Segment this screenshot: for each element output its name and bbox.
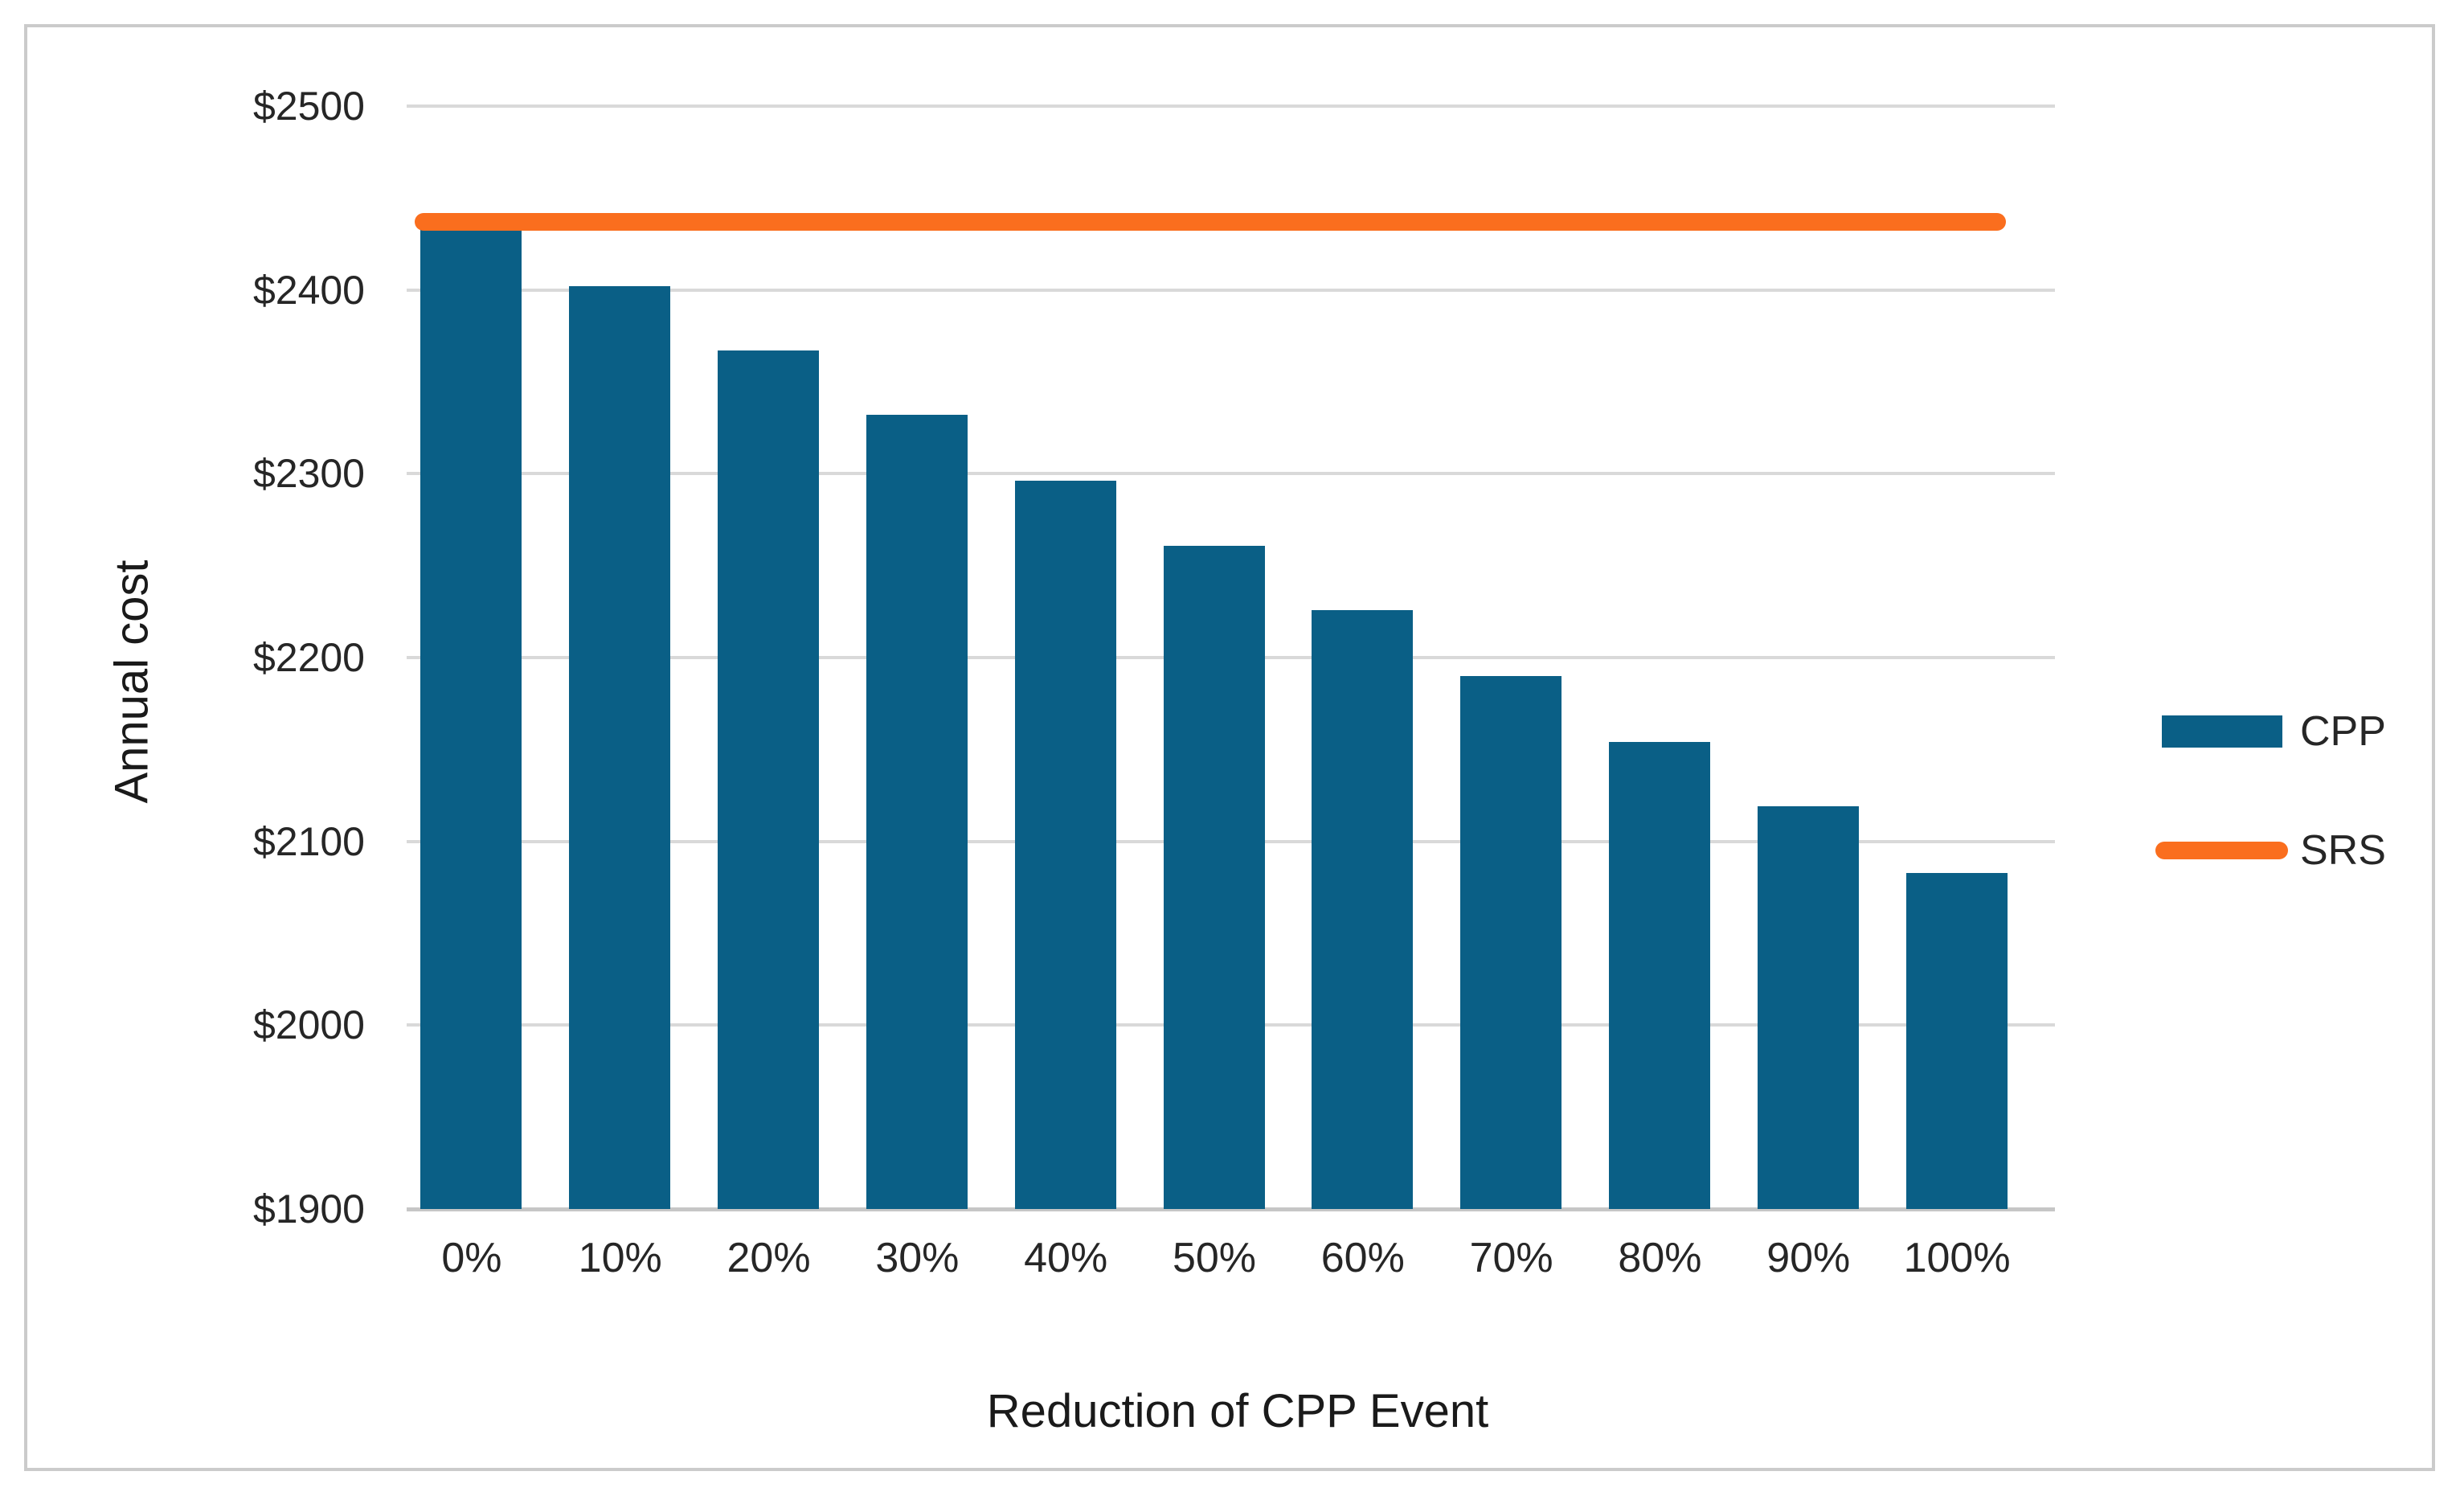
srs-line-series [415, 213, 2006, 232]
x-tick-label-100%: 100% [1903, 1235, 2011, 1281]
y-tick-label-$2200: $2200 [252, 635, 365, 680]
bar-0% [420, 223, 522, 1209]
legend-item-cpp: CPP [2162, 707, 2386, 756]
bar-10% [569, 286, 671, 1209]
x-tick-label-60%: 60% [1320, 1235, 1405, 1281]
x-axis-title: Reduction of CPP Event [986, 1385, 1489, 1437]
gridline-$2400 [407, 288, 2055, 292]
x-tick-label-20%: 20% [727, 1235, 811, 1281]
bar-70% [1460, 675, 1562, 1209]
bar-100% [1905, 872, 2008, 1209]
legend-srs-label: SRS [2300, 827, 2386, 874]
y-tick-label-$2300: $2300 [252, 451, 365, 497]
bar-50% [1163, 545, 1265, 1209]
bar-60% [1312, 609, 1414, 1209]
y-tick-label-$2500: $2500 [252, 84, 365, 129]
bar-40% [1014, 481, 1116, 1209]
y-tick-label-$2400: $2400 [252, 267, 365, 313]
gridline-$1900 [407, 1207, 2055, 1211]
gridline-$2500 [407, 105, 2055, 108]
x-tick-label-50%: 50% [1172, 1235, 1257, 1281]
bar-90% [1757, 806, 1859, 1209]
x-tick-label-30%: 30% [875, 1235, 960, 1281]
y-axis-title: Annual cost [105, 559, 158, 804]
x-tick-label-80%: 80% [1618, 1235, 1702, 1281]
gridline-$2300 [407, 472, 2055, 476]
x-tick-label-90%: 90% [1766, 1235, 1851, 1281]
bar-20% [718, 350, 820, 1209]
legend-item-srs: SRS [2155, 826, 2386, 875]
x-tick-label-0%: 0% [441, 1235, 502, 1281]
y-tick-label-$2000: $2000 [252, 1002, 365, 1048]
legend-srs-swatch-icon [2155, 842, 2288, 859]
bar-80% [1608, 742, 1710, 1209]
chart-border-frame: $2500 $2400 $2300 $2200 $2100 $2000 $1900 0% 10… [24, 24, 2435, 1471]
x-tick-label-70%: 70% [1469, 1235, 1553, 1281]
y-tick-label-$1900: $1900 [252, 1186, 365, 1232]
bar-30% [866, 415, 968, 1209]
legend-cpp-swatch-icon [2162, 715, 2282, 748]
x-tick-label-10%: 10% [578, 1235, 662, 1281]
legend-cpp-label: CPP [2300, 708, 2386, 755]
y-tick-label-$2100: $2100 [252, 818, 365, 864]
x-tick-label-40%: 40% [1024, 1235, 1108, 1281]
